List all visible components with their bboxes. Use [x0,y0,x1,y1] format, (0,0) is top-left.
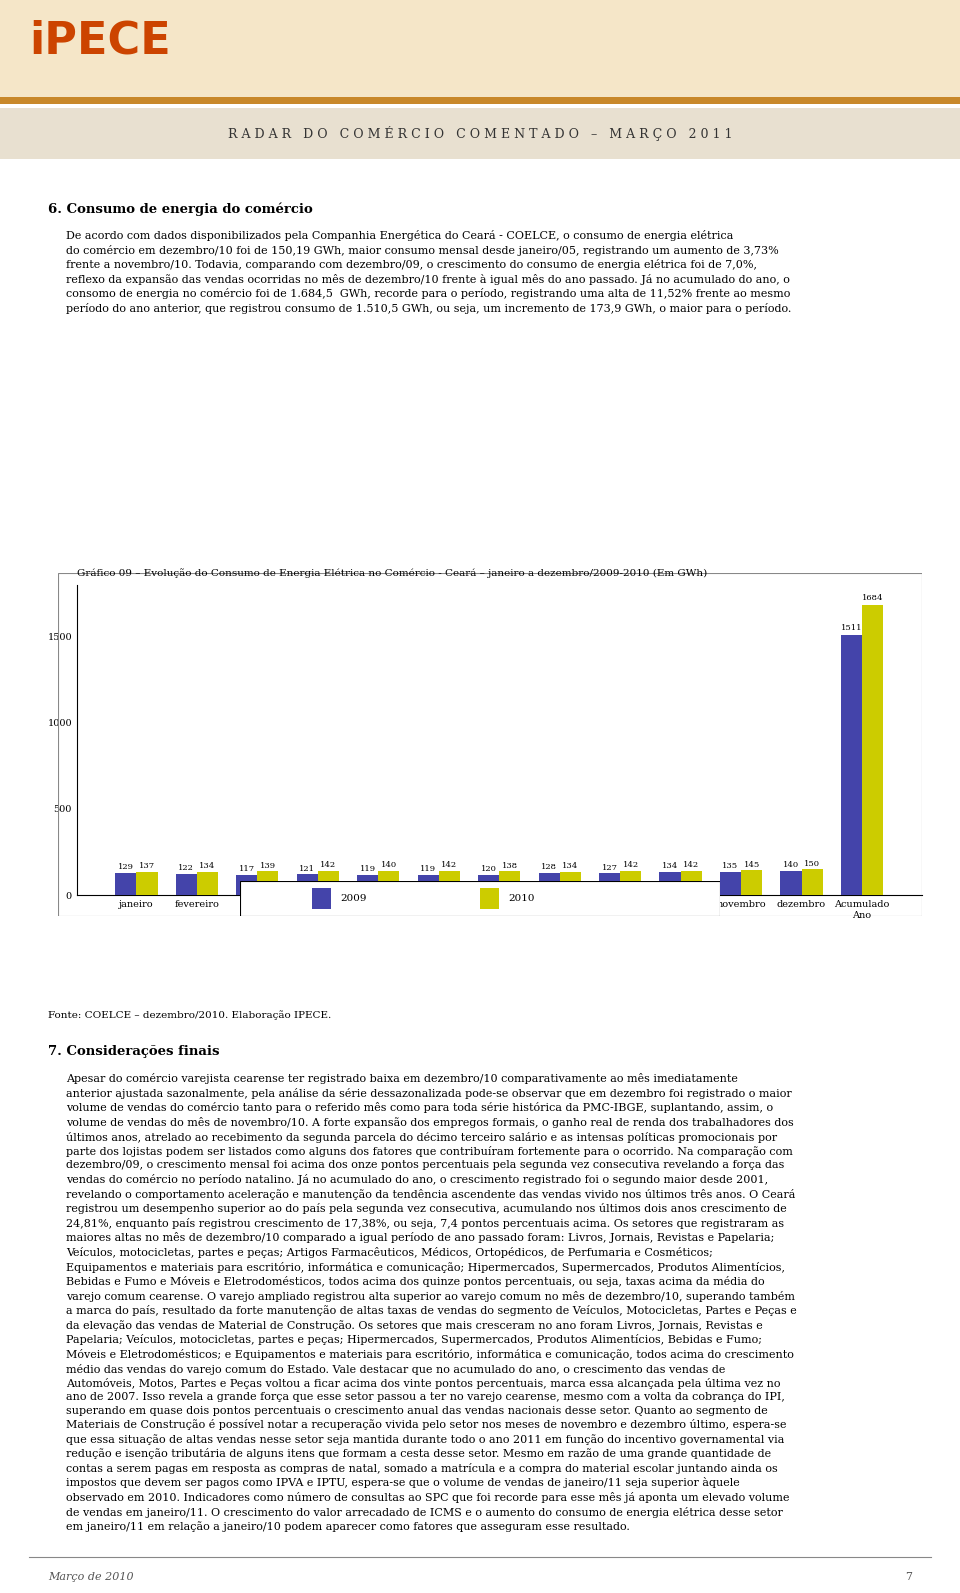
Text: 2010: 2010 [509,894,536,903]
Bar [599,873,620,895]
Bar [780,871,802,895]
Text: 137: 137 [139,862,155,870]
Text: 119: 119 [420,865,436,873]
Text: 138: 138 [502,862,517,870]
Bar [862,605,883,895]
FancyBboxPatch shape [240,881,720,916]
Text: De acordo com dados disponibilizados pela Companhia Energética do Ceará - COELCE: De acordo com dados disponibilizados pel… [65,229,791,314]
Bar [357,875,378,895]
Text: 142: 142 [684,862,699,870]
Text: Março de 2010: Março de 2010 [48,1572,133,1582]
Text: Fonte: COELCE – dezembro/2010. Elaboração IPECE.: Fonte: COELCE – dezembro/2010. Elaboraçã… [48,1010,331,1021]
Text: 1511: 1511 [841,624,862,632]
Text: 139: 139 [260,862,276,870]
Text: 134: 134 [563,862,578,870]
Bar [560,871,581,895]
Bar [439,871,460,895]
Bar [378,871,399,895]
Text: 135: 135 [723,862,738,870]
Bar [499,871,520,895]
Text: 122: 122 [179,865,194,873]
Bar [136,871,157,895]
Bar [478,875,499,895]
Text: R A D A R   D O   C O M É R C I O   C O M E N T A D O   –   M A R Ç O   2 0 1 1: R A D A R D O C O M É R C I O C O M E N … [228,126,732,142]
Text: 120: 120 [481,865,496,873]
Bar [197,871,218,895]
Text: 7: 7 [905,1572,912,1582]
Bar [297,875,318,895]
Bar [418,875,439,895]
Bar [257,871,278,895]
Text: 1684: 1684 [862,594,883,602]
Text: iPECE: iPECE [29,21,171,62]
Bar [681,871,702,895]
Bar [115,873,136,895]
Text: 134: 134 [200,862,216,870]
Bar [720,871,741,895]
Text: 129: 129 [118,863,133,871]
Bar [480,887,499,910]
Text: 142: 142 [321,862,336,870]
Text: 140: 140 [783,862,799,870]
Bar [176,875,197,895]
Text: 117: 117 [239,865,254,873]
Bar [539,873,560,895]
Bar [660,871,681,895]
Bar [802,870,823,895]
Text: Gráfico 09 – Evolução do Consumo de Energia Elétrica no Comércio - Ceará – janei: Gráfico 09 – Evolução do Consumo de Ener… [77,569,708,578]
Bar [741,870,762,895]
Bar [318,871,339,895]
Text: 6. Consumo de energia do comércio: 6. Consumo de energia do comércio [48,202,313,215]
Bar [236,875,257,895]
Bar [620,871,641,895]
Text: 128: 128 [541,863,557,871]
Text: 121: 121 [300,865,315,873]
Text: 127: 127 [602,863,617,871]
Bar [0,97,960,104]
Text: 142: 142 [442,862,457,870]
Text: 134: 134 [661,862,678,870]
Bar [312,887,331,910]
Text: 145: 145 [744,860,759,868]
FancyBboxPatch shape [0,0,960,104]
Text: Apesar do comércio varejista cearense ter registrado baixa em dezembro/10 compar: Apesar do comércio varejista cearense te… [65,1074,797,1532]
Text: 7. Considerações finais: 7. Considerações finais [48,1045,220,1058]
Text: 2009: 2009 [341,894,368,903]
Text: 150: 150 [804,860,820,868]
Bar [841,634,862,895]
Text: 140: 140 [381,862,396,870]
Text: 119: 119 [360,865,375,873]
Text: 142: 142 [623,862,638,870]
